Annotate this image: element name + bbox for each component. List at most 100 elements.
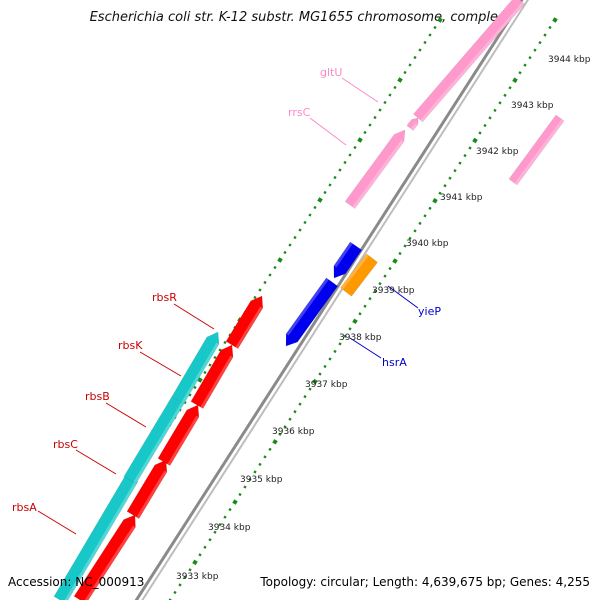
gene-label-rbsR[interactable]: rbsR	[152, 291, 177, 304]
minor-tick	[183, 575, 187, 580]
minor-tick	[248, 477, 252, 482]
minor-tick	[468, 146, 472, 150]
right-pink-fragment[interactable]	[508, 114, 565, 186]
minor-tick	[448, 176, 452, 180]
yieP-feature[interactable]	[340, 253, 378, 297]
rbsK-cyan-segment[interactable]	[171, 331, 220, 404]
leader-gltU	[341, 77, 379, 103]
topology-summary: Topology: circular; Length: 4,639,675 bp…	[260, 575, 590, 589]
kbp-label: 3936 kbp	[272, 427, 315, 437]
rrsC-feature[interactable]	[344, 129, 406, 209]
minor-tick	[338, 168, 342, 172]
major-tick	[272, 439, 278, 445]
minor-tick	[398, 251, 402, 256]
minor-tick	[203, 370, 207, 375]
rbsR-feature[interactable]	[225, 295, 264, 349]
leader-rbsR	[173, 303, 215, 330]
minor-tick	[323, 190, 327, 195]
minor-tick	[263, 280, 267, 285]
minor-tick	[408, 236, 412, 241]
major-tick	[437, 17, 443, 23]
leader-yieP	[387, 285, 419, 309]
minor-tick	[293, 235, 297, 240]
gltU-feature[interactable]	[413, 0, 525, 123]
leader-rrsC	[309, 117, 347, 146]
minor-tick	[423, 214, 427, 218]
minor-tick	[538, 40, 542, 45]
kbp-label: 3933 kbp	[176, 572, 219, 582]
minor-tick	[528, 56, 532, 60]
minor-tick	[403, 244, 407, 248]
accession-text: Accession: NC_000913	[8, 575, 145, 589]
gene-labels[interactable]: rbsA rbsC rbsB rbsK rbsR hsrA yieP rrsC gltU	[12, 66, 441, 514]
gene-label-rbsK[interactable]: rbsK	[118, 339, 143, 352]
minor-tick	[293, 410, 297, 414]
kbp-label: 3935 kbp	[240, 475, 283, 485]
major-tick	[392, 258, 398, 264]
minor-tick	[288, 243, 292, 247]
right-pink-fragment-highlight	[514, 119, 565, 185]
major-tick	[232, 499, 238, 505]
major-tick	[192, 559, 198, 566]
label-leader-lines	[37, 77, 419, 535]
small-pink-feature[interactable]	[406, 117, 419, 131]
minor-tick	[208, 363, 212, 367]
minor-tick	[363, 130, 367, 135]
minor-tick	[543, 33, 547, 37]
rbsK-feature[interactable]	[190, 344, 234, 409]
leader-rbsB	[105, 402, 147, 428]
lower-dot-row	[168, 17, 558, 600]
gene-features[interactable]	[53, 0, 565, 600]
rbsA-feature-highlight	[84, 525, 136, 600]
major-tick	[312, 378, 318, 385]
major-tick	[317, 197, 323, 203]
kbp-label: 3940 kbp	[406, 239, 449, 249]
gene-label-gltU[interactable]: gltU	[320, 66, 342, 79]
minor-tick	[383, 274, 387, 278]
major-tick	[512, 77, 518, 83]
gene-label-rrsC[interactable]: rrsC	[288, 106, 311, 119]
minor-tick	[378, 281, 382, 286]
minor-tick	[428, 33, 432, 37]
gene-label-rbsC[interactable]: rbsC	[53, 438, 78, 451]
minor-tick	[423, 40, 427, 45]
minor-tick	[173, 590, 177, 595]
minor-tick	[223, 515, 227, 519]
minor-tick	[498, 101, 502, 105]
minor-tick	[353, 145, 357, 150]
rbsC-feature[interactable]	[126, 459, 168, 519]
minor-tick	[333, 175, 337, 180]
kbp-label: 3937 kbp	[305, 380, 348, 390]
minor-tick	[343, 160, 347, 165]
minor-tick	[388, 266, 392, 271]
minor-tick	[403, 70, 407, 75]
backbone-line-inner	[141, 0, 529, 600]
minor-tick	[263, 455, 267, 459]
minor-tick	[503, 93, 507, 97]
rbsC-feature-highlight	[136, 470, 167, 519]
blue-small-feature[interactable]	[333, 241, 363, 279]
minor-tick	[338, 342, 342, 346]
minor-tick	[358, 312, 362, 316]
minor-tick	[288, 417, 292, 421]
minor-tick	[388, 93, 392, 97]
backbone-line-outer	[134, 0, 524, 600]
kbp-scale-labels: 3933 kbp 3934 kbp 3935 kbp 3936 kbp 3937 kbp…	[176, 55, 591, 582]
minor-tick	[238, 492, 242, 497]
hsrA-feature[interactable]	[285, 277, 339, 347]
rbsA-feature[interactable]	[73, 514, 136, 600]
minor-tick	[453, 169, 457, 173]
gene-label-yieP[interactable]: yieP	[418, 305, 441, 318]
minor-tick	[368, 297, 372, 301]
minor-tick	[418, 48, 422, 52]
kbp-label: 3943 kbp	[511, 101, 554, 111]
minor-tick	[298, 228, 302, 232]
minor-tick	[313, 205, 317, 210]
rbsK-cyan-segment-highlight	[181, 342, 219, 404]
gene-label-rbsA[interactable]: rbsA	[12, 501, 37, 514]
gene-label-hsrA[interactable]: hsrA	[382, 356, 407, 369]
gene-label-rbsB[interactable]: rbsB	[85, 390, 110, 403]
rbsB-feature[interactable]	[157, 404, 200, 466]
minor-tick	[278, 432, 282, 436]
